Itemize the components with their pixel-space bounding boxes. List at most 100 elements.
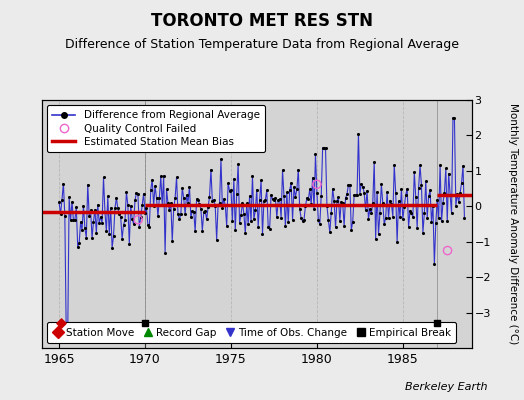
Point bbox=[422, 178, 430, 184]
Point bbox=[403, 185, 411, 192]
Point bbox=[119, 222, 128, 228]
Point bbox=[288, 216, 297, 223]
Point bbox=[413, 224, 421, 231]
Point bbox=[79, 203, 88, 209]
Point bbox=[204, 204, 212, 211]
Point bbox=[429, 202, 437, 209]
Point bbox=[188, 207, 196, 214]
Point bbox=[411, 194, 420, 200]
Point bbox=[218, 205, 226, 211]
Point bbox=[350, 192, 358, 198]
Point bbox=[419, 229, 427, 236]
Point bbox=[86, 207, 95, 214]
Point bbox=[436, 162, 444, 168]
Point bbox=[427, 218, 435, 225]
Point bbox=[400, 204, 409, 210]
Point bbox=[356, 191, 364, 197]
Point bbox=[307, 201, 315, 208]
Point bbox=[85, 212, 93, 219]
Point bbox=[128, 216, 136, 222]
Point bbox=[257, 177, 265, 184]
Point bbox=[158, 202, 167, 208]
Point bbox=[434, 215, 443, 221]
Point bbox=[433, 196, 441, 203]
Point bbox=[432, 220, 440, 226]
Point bbox=[165, 207, 173, 213]
Point bbox=[438, 218, 446, 224]
Point bbox=[423, 214, 431, 221]
Point bbox=[303, 195, 311, 202]
Point bbox=[112, 195, 121, 201]
Point bbox=[376, 210, 384, 216]
Point bbox=[235, 220, 244, 226]
Point bbox=[287, 180, 296, 186]
Point bbox=[315, 221, 324, 228]
Point bbox=[424, 193, 433, 200]
Point bbox=[92, 230, 101, 236]
Point bbox=[327, 210, 335, 216]
Point bbox=[444, 170, 453, 177]
Point bbox=[276, 196, 284, 202]
Point bbox=[255, 197, 264, 204]
Point bbox=[401, 192, 410, 198]
Point bbox=[201, 208, 210, 214]
Point bbox=[358, 184, 367, 190]
Point bbox=[251, 207, 259, 214]
Point bbox=[354, 130, 363, 137]
Text: TORONTO MET RES STN: TORONTO MET RES STN bbox=[151, 12, 373, 30]
Point bbox=[450, 114, 458, 121]
Point bbox=[374, 231, 383, 238]
Point bbox=[300, 216, 308, 223]
Point bbox=[115, 210, 124, 217]
Point bbox=[383, 189, 391, 195]
Text: Difference of Station Temperature Data from Regional Average: Difference of Station Temperature Data f… bbox=[65, 38, 459, 51]
Point bbox=[280, 192, 288, 199]
Point bbox=[323, 203, 331, 209]
Point bbox=[309, 174, 317, 181]
Point bbox=[456, 190, 464, 196]
Point bbox=[147, 186, 155, 193]
Point bbox=[110, 233, 118, 239]
Point bbox=[212, 237, 221, 243]
Point bbox=[138, 202, 146, 209]
Point bbox=[63, 334, 72, 340]
Point bbox=[452, 203, 460, 209]
Point bbox=[55, 199, 63, 206]
Point bbox=[362, 207, 370, 214]
Point bbox=[304, 196, 312, 203]
Point bbox=[101, 209, 109, 215]
Point bbox=[91, 206, 99, 213]
Point bbox=[426, 187, 434, 194]
Point bbox=[337, 198, 345, 205]
Point bbox=[301, 203, 310, 209]
Point bbox=[145, 223, 154, 230]
Point bbox=[389, 213, 397, 220]
Point bbox=[75, 240, 83, 246]
Point bbox=[325, 229, 334, 236]
Point bbox=[78, 227, 86, 234]
Point bbox=[459, 162, 467, 169]
Point bbox=[180, 195, 188, 202]
Point bbox=[81, 225, 89, 232]
Point bbox=[331, 224, 340, 231]
Point bbox=[250, 216, 258, 222]
Point bbox=[224, 180, 232, 187]
Point bbox=[194, 196, 202, 203]
Point bbox=[105, 231, 113, 237]
Point bbox=[220, 196, 228, 202]
Point bbox=[129, 221, 138, 227]
Point bbox=[381, 214, 390, 221]
Point bbox=[143, 205, 151, 211]
Point bbox=[71, 217, 79, 223]
Point bbox=[384, 215, 392, 221]
Point bbox=[416, 162, 424, 169]
Point bbox=[324, 217, 333, 223]
Point bbox=[95, 220, 103, 226]
Point bbox=[247, 218, 255, 225]
Point bbox=[439, 200, 447, 206]
Point bbox=[248, 173, 257, 179]
Point bbox=[264, 224, 272, 230]
Point bbox=[313, 181, 321, 188]
Point bbox=[373, 189, 381, 195]
Point bbox=[141, 210, 149, 216]
